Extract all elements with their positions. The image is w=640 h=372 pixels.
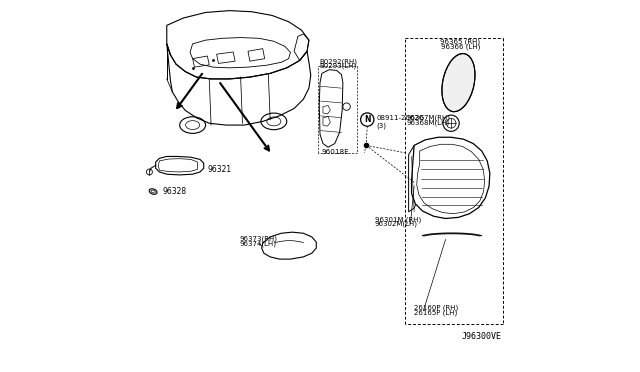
Text: B0293(LH): B0293(LH) [319,62,356,68]
Text: 96368M(LH): 96368M(LH) [407,119,450,126]
Polygon shape [412,137,490,218]
Text: 96018E: 96018E [322,149,349,155]
Text: 96373(RH): 96373(RH) [239,235,278,242]
Text: 26165P (LH): 26165P (LH) [414,310,458,316]
Text: 96374(LH): 96374(LH) [239,240,276,247]
Text: 96328: 96328 [163,187,187,196]
Text: J96300VE: J96300VE [461,332,502,341]
Text: B0292(RH): B0292(RH) [319,58,357,65]
Text: 96302M(LH): 96302M(LH) [374,221,418,227]
Polygon shape [156,157,204,175]
Ellipse shape [442,54,475,112]
Polygon shape [422,233,482,236]
Circle shape [443,115,459,131]
Polygon shape [319,70,343,147]
Text: 26160P (RH): 26160P (RH) [414,305,458,311]
Text: 96365 (RH): 96365 (RH) [440,39,481,45]
Text: N: N [364,115,371,124]
Text: 96301M (RH): 96301M (RH) [374,216,421,222]
Polygon shape [408,145,420,212]
Text: (3): (3) [376,123,386,129]
Text: 96366 (LH): 96366 (LH) [440,44,480,50]
Polygon shape [262,232,316,259]
Text: 08911-2062G: 08911-2062G [376,115,424,121]
Text: 96321: 96321 [207,165,232,174]
Text: 96367M(RH): 96367M(RH) [407,115,451,121]
